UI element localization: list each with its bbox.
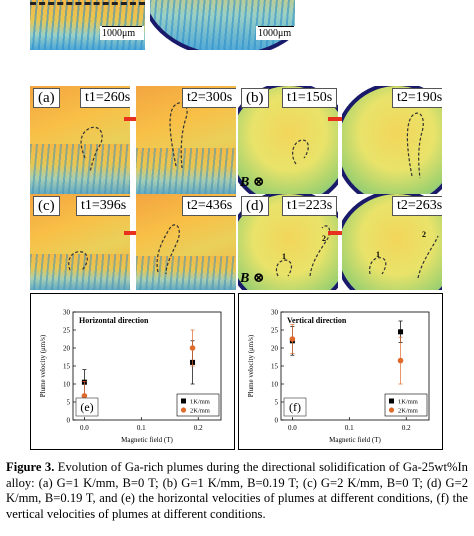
chart-f-xlabel: Magnetic field (T) <box>329 436 381 444</box>
chart-f-ytick-label: 30 <box>271 309 279 317</box>
caption-text: Evolution of Ga-rich plumes during the d… <box>6 460 468 521</box>
plume-marker-2-d2: 2 <box>422 230 426 239</box>
figure-caption: Figure 3. Evolution of Ga-rich plumes du… <box>6 460 468 522</box>
chart-e-point-2K/mm <box>189 345 196 351</box>
chart-e-xtick-label: 0.1 <box>137 424 146 432</box>
plume-marker-1-d2: 1 <box>376 250 380 259</box>
panel-d-frame1: 1 2 (d) t1=223s B ⊗ <box>238 194 338 290</box>
panel-b-frame1: (b) t1=150s B ⊗ <box>238 86 338 194</box>
plume-marker-2-d1: 2 <box>322 234 326 243</box>
plume-outline-d2 <box>369 235 439 279</box>
chart-f-ytick-label: 15 <box>271 363 279 371</box>
time-label-d-t2: t2=263s <box>392 196 442 216</box>
plume-outline-d1 <box>275 225 331 277</box>
scale-bar-right: 1000μm <box>256 26 295 40</box>
time-label-b-t2: t2=190s <box>392 88 442 108</box>
chart-e-ytick-label: 10 <box>63 381 71 389</box>
time-label-a-t2: t2=300s <box>182 88 236 108</box>
chart-e-legend-marker <box>180 407 187 413</box>
chart-f-plot: Vertical direction 0 5 10 15 20 25 30 0.0 0.1 0.2 M… <box>247 309 430 444</box>
chart-e-ytick-label: 15 <box>63 363 71 371</box>
chart-f-ylabel: Plume velocity (μm/s) <box>247 334 255 397</box>
plume-outline-c2 <box>156 224 180 275</box>
chart-e-ytick-label: 0 <box>67 417 71 425</box>
chart-e: Horizontal direction 0 5 10 15 20 25 30 0.0 0.1 0.… <box>30 293 235 450</box>
time-label-c-t2: t2=436s <box>182 196 236 216</box>
time-label-c-t1: t1=396s <box>76 196 130 216</box>
chart-f-point-2K/mm <box>289 336 296 342</box>
magnetic-field-symbol-b: B ⊗ <box>240 175 265 190</box>
chart-f-panel-label: (f) <box>289 400 301 414</box>
chart-e-xlabel: Magnetic field (T) <box>121 436 173 444</box>
chart-f-ytick-label: 25 <box>271 327 279 335</box>
chart-e-point-2K/mm <box>81 393 88 399</box>
panel-label-c: (c) <box>33 196 60 216</box>
chart-e-legend-marker <box>181 398 186 404</box>
chart-f-legend-label: 1K/mm <box>398 399 418 406</box>
panel-c-frame2: t2=436s <box>136 194 236 290</box>
caption-label: Figure 3. <box>6 460 55 474</box>
plume-marker-1-d1: 1 <box>282 252 286 261</box>
chart-f-title: Vertical direction <box>287 316 347 325</box>
panel-b-frame2: t2=190s <box>342 86 442 194</box>
panel-c-frame1: (c) t1=396s <box>30 194 130 290</box>
panel-label-b: (b) <box>241 88 269 108</box>
magnetic-field-symbol-d: B ⊗ <box>240 271 265 286</box>
panel-label-d: (d) <box>241 196 269 216</box>
chart-e-title: Horizontal direction <box>79 316 149 325</box>
chart-f-ytick-label: 20 <box>271 345 279 353</box>
panel-d-frame2: 1 2 t2=263s <box>342 194 442 290</box>
chart-e-legend-label: 1K/mm <box>190 399 210 406</box>
panel-a-frame1: (a) t1=260s <box>30 86 130 194</box>
chart-f-point-2K/mm <box>397 357 404 364</box>
scale-bar-left: 1000μm <box>100 26 144 40</box>
chart-e-ytick-label: 20 <box>63 345 71 353</box>
chart-e-ytick-label: 5 <box>67 399 71 407</box>
panel-a-frame2: t2=300s <box>136 86 236 194</box>
chart-e-xtick-label: 0.2 <box>194 424 203 432</box>
top-right-micrograph: 1000μm <box>150 0 295 50</box>
plume-outline-b2 <box>406 112 424 179</box>
chart-f-ytick-label: 10 <box>271 381 279 389</box>
time-label-d-t1: t1=223s <box>282 196 338 216</box>
chart-f-ytick-label: 5 <box>275 399 279 407</box>
plume-outline-a1 <box>80 126 103 173</box>
chart-e-xtick-label: 0.0 <box>80 424 89 432</box>
time-label-a-t1: t1=260s <box>80 88 130 108</box>
chart-f-ytick-label: 0 <box>275 417 279 425</box>
chart-f: Vertical direction 0 5 10 15 20 25 30 0.0 0.1 0.2 M… <box>238 293 443 450</box>
chart-f-legend <box>384 393 428 417</box>
panel-label-a: (a) <box>33 88 60 108</box>
chart-e-ylabel: Plume velocity (μm/s) <box>39 334 47 397</box>
plume-outline-c1 <box>68 251 88 271</box>
chart-f-legend-label: 2K/mm <box>398 408 418 415</box>
chart-e-legend <box>176 393 220 417</box>
chart-e-panel-label-box <box>75 397 99 417</box>
chart-f-panel-label-box <box>283 397 307 417</box>
dashed-interface <box>30 2 145 9</box>
chart-e-ytick-label: 25 <box>63 327 71 335</box>
chart-f-xtick-label: 0.0 <box>288 424 297 432</box>
chart-e-plot: Horizontal direction 0 5 10 15 20 25 30 0.0 0.1 0.… <box>39 309 222 444</box>
chart-e-legend-label: 2K/mm <box>190 408 210 415</box>
chart-e-ytick-label: 30 <box>63 309 71 317</box>
chart-f-xtick-label: 0.2 <box>402 424 411 432</box>
chart-f-legend-marker <box>389 398 394 404</box>
chart-e-panel-label: (e) <box>80 400 93 414</box>
time-label-b-t1: t1=150s <box>282 88 338 108</box>
chart-f-point-1K/mm <box>398 329 404 335</box>
top-left-micrograph: 1000μm <box>30 0 145 50</box>
chart-f-legend-marker <box>388 407 395 413</box>
chart-f-xtick-label: 0.1 <box>345 424 354 432</box>
